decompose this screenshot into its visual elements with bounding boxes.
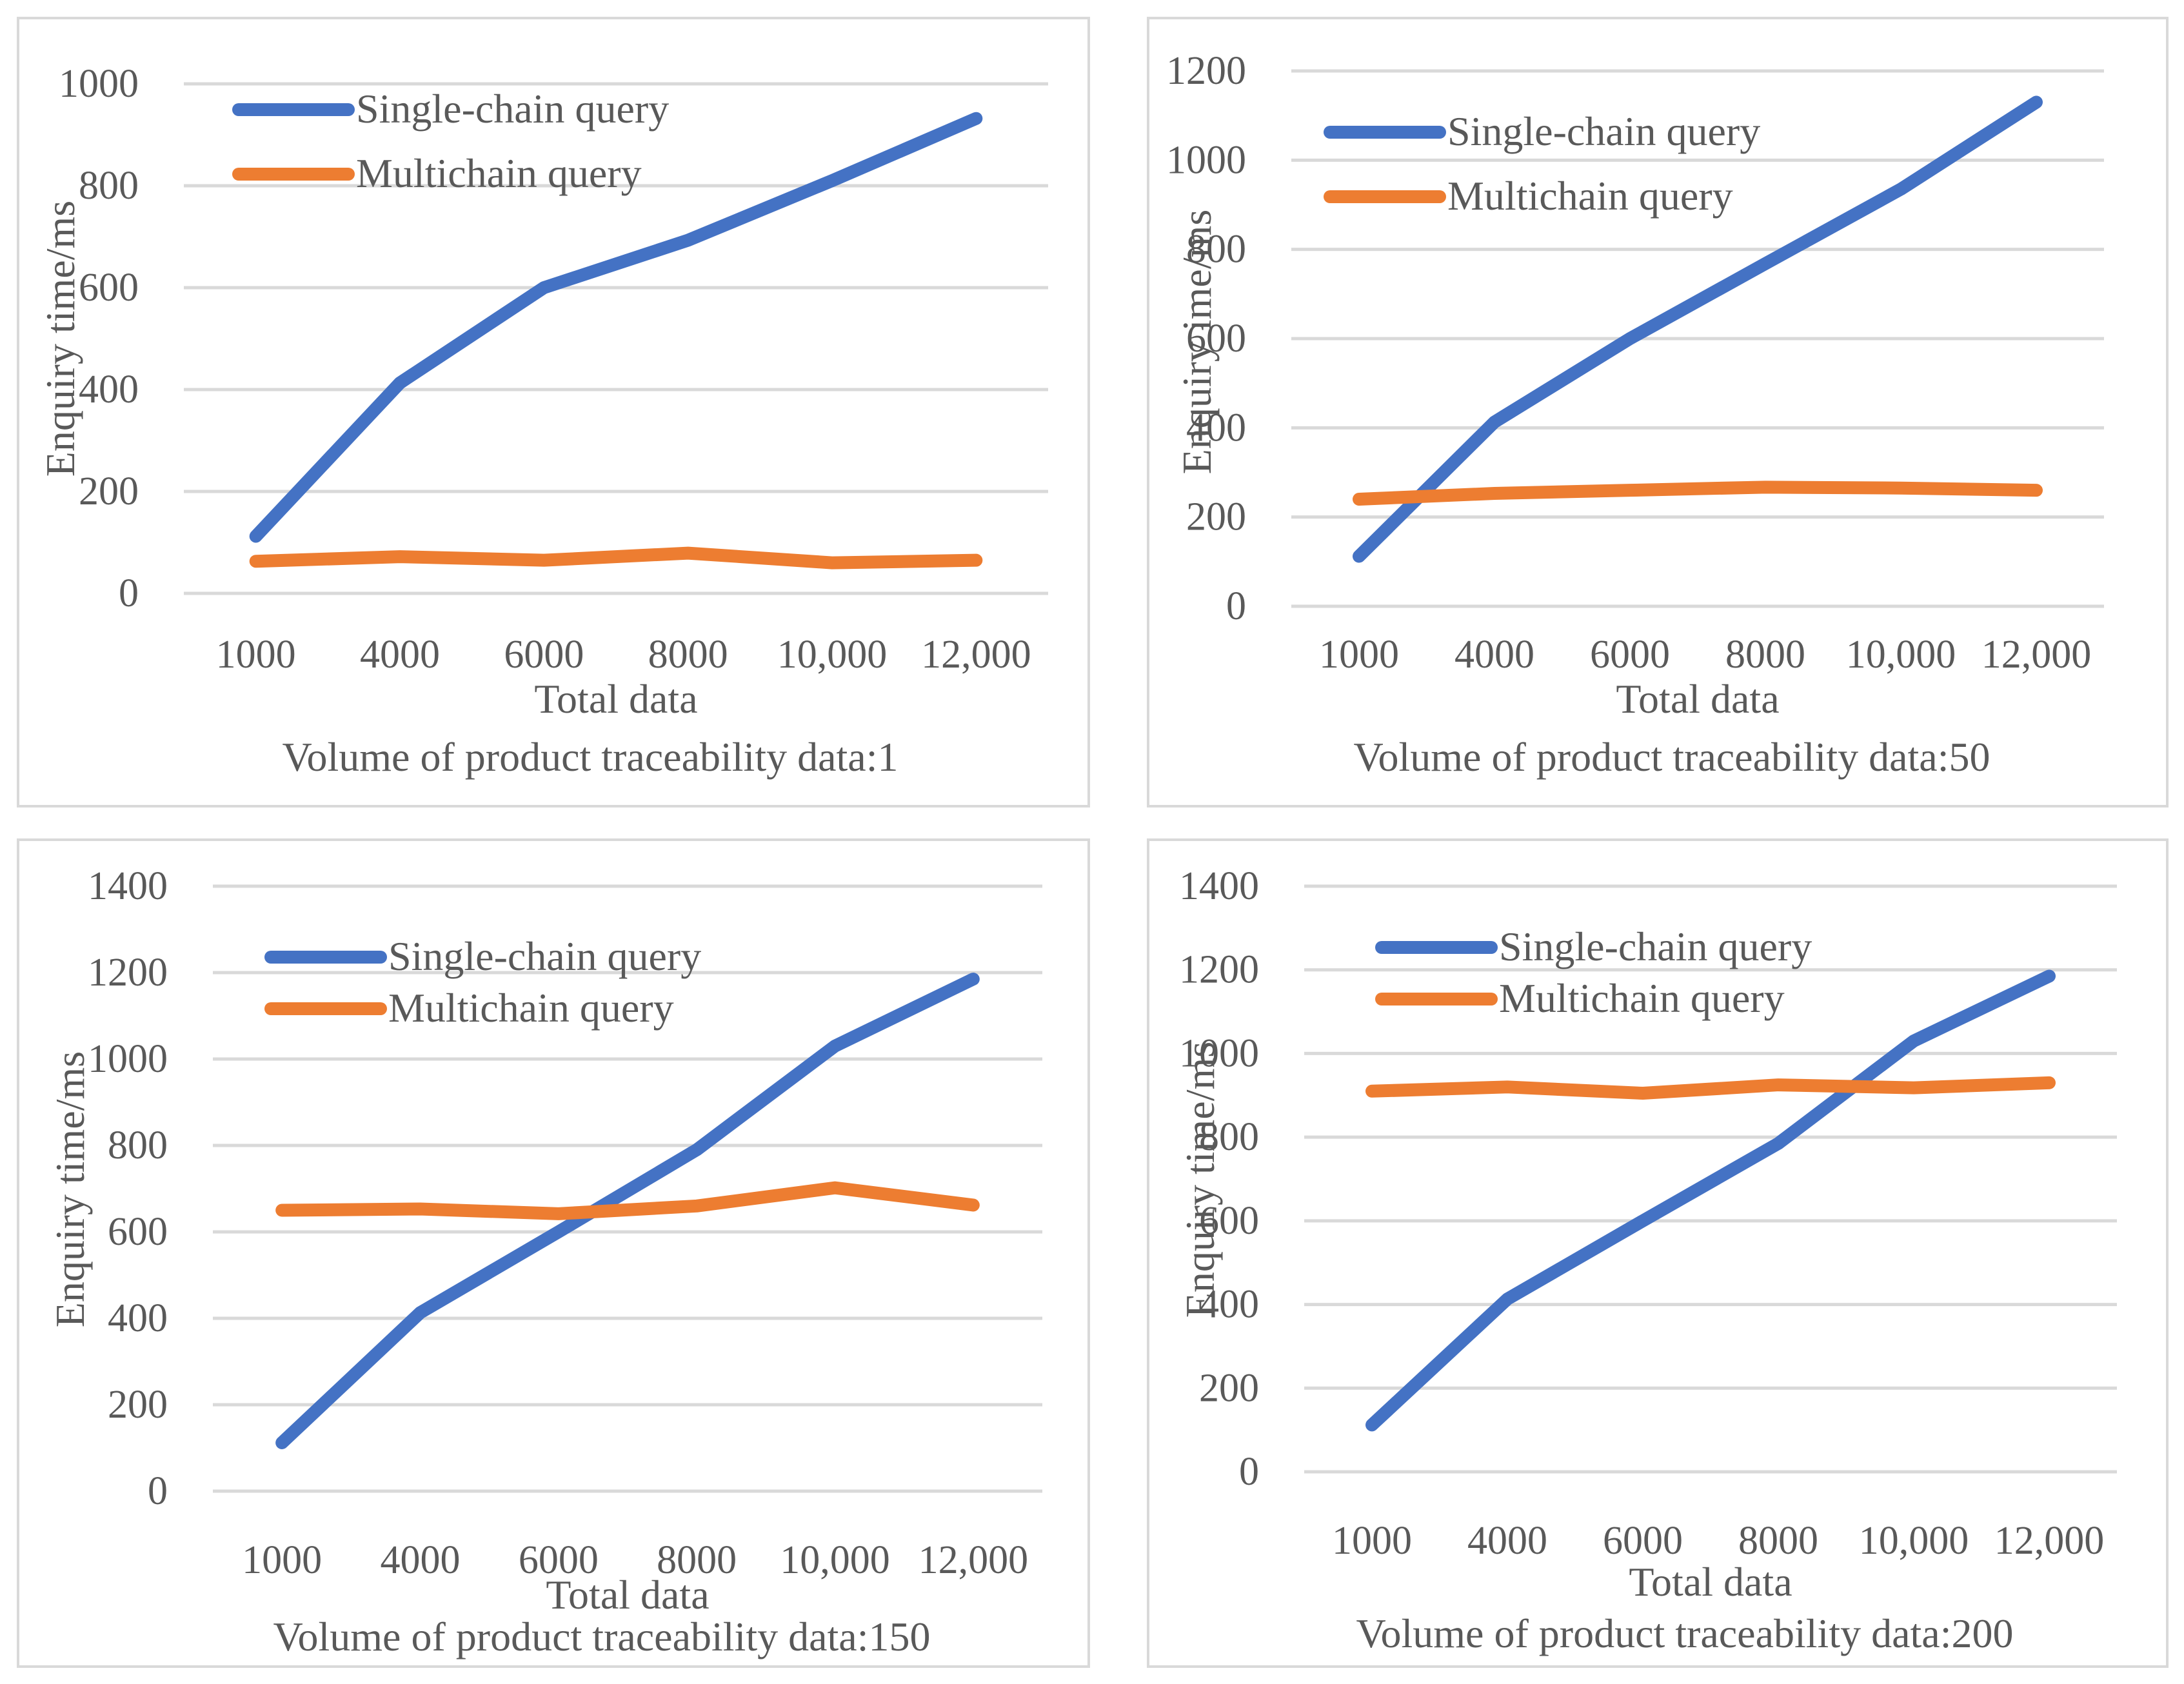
series-line-multichain	[275, 1181, 980, 1220]
x-tick-label: 8000	[1738, 1519, 1818, 1563]
x-tick-label: 12,000	[918, 1538, 1029, 1582]
legend-label: Multichain query	[356, 150, 642, 196]
series-line-single-chain	[249, 112, 983, 543]
x-axis-title: Total data	[1629, 1559, 1792, 1605]
series-line-single-chain	[1365, 969, 2056, 1432]
y-tick-label: 1000	[1179, 1031, 1259, 1075]
x-axis-title: Total data	[1616, 676, 1779, 722]
chart-caption: Volume of product traceability data:200	[1356, 1610, 2014, 1656]
x-tick-label: 1000	[1332, 1519, 1412, 1563]
y-tick-label: 600	[79, 266, 139, 310]
legend-label: Single-chain query	[356, 86, 669, 132]
x-tick-label: 6000	[519, 1538, 599, 1582]
x-tick-label: 8000	[657, 1538, 737, 1582]
chart-1: 0 200 400 600 800 1000 1000 4000 6000 8000 10,000 1…	[37, 62, 1048, 780]
y-tick-label: 800	[108, 1124, 168, 1167]
y-tick-label: 400	[79, 368, 139, 411]
x-tick-label: 1000	[242, 1538, 322, 1582]
y-tick-label: 1200	[88, 951, 168, 995]
chart-panel-4: 0 200 400 600 800 1000 1200 1400 1000 4000 6000 800…	[1147, 838, 2169, 1668]
legend-label: Single-chain query	[388, 933, 701, 979]
series-line-single-chain	[275, 973, 980, 1449]
y-tick-label: 1000	[88, 1037, 168, 1081]
x-tick-label: 10,000	[1846, 633, 1956, 677]
chart-caption: Volume of product traceability data:50	[1354, 734, 1990, 780]
y-tick-label: 400	[108, 1296, 168, 1340]
x-axis-title: Total data	[546, 1572, 709, 1618]
y-axis-title: Enquiry time/ms	[1177, 1042, 1223, 1318]
y-tick-label: 0	[119, 571, 139, 615]
y-tick-label: 400	[1199, 1283, 1259, 1327]
x-tick-label: 10,000	[777, 633, 888, 677]
y-tick-label: 800	[1199, 1115, 1259, 1159]
y-tick-label: 600	[108, 1210, 168, 1254]
y-tick-label: 1200	[1179, 948, 1259, 992]
y-tick-label: 1400	[88, 864, 168, 908]
y-tick-label: 1400	[1179, 864, 1259, 908]
y-tick-label: 800	[1186, 228, 1246, 272]
x-tick-label: 12,000	[1981, 633, 2092, 677]
y-tick-label: 1200	[1166, 49, 1246, 93]
chart-caption: Volume of product traceability data:150	[273, 1614, 931, 1659]
series-line-multichain	[1353, 480, 2043, 506]
legend-label: Multichain query	[388, 985, 674, 1031]
x-axis-title: Total data	[534, 676, 697, 722]
y-tick-label: 200	[1199, 1366, 1259, 1410]
chart-3: 0 200 400 600 800 1000 1200 1400 1000 4000 6000 800…	[47, 864, 1042, 1659]
legend-label: Single-chain query	[1499, 924, 1812, 969]
x-tick-label: 8000	[648, 633, 728, 677]
x-tick-label: 10,000	[1859, 1519, 1969, 1563]
y-tick-label: 200	[79, 470, 139, 513]
y-tick-label: 1000	[59, 62, 139, 106]
y-axis-title: Enquiry time/ms	[37, 201, 83, 477]
legend-label: Multichain query	[1499, 975, 1785, 1021]
chart-panel-1: 0 200 400 600 800 1000 1000 4000 6000 8000 10,000 1…	[17, 17, 1090, 807]
legend-label: Single-chain query	[1447, 108, 1760, 154]
chart-panel-3: 0 200 400 600 800 1000 1200 1400 1000 4000 6000 800…	[17, 838, 1090, 1668]
series-line-multichain	[1365, 1076, 2056, 1100]
x-tick-label: 4000	[381, 1538, 461, 1582]
x-tick-label: 8000	[1725, 633, 1805, 677]
chart-panel-2: 0 200 400 600 800 1000 1200 1000 4000 6000 8000 10,…	[1147, 17, 2169, 807]
y-tick-label: 0	[1226, 584, 1246, 628]
x-tick-label: 1000	[216, 633, 296, 677]
y-tick-label: 800	[79, 164, 139, 208]
y-axis-title: Enquiry time/ms	[47, 1051, 93, 1327]
x-tick-label: 4000	[1454, 633, 1534, 677]
chart-2: 0 200 400 600 800 1000 1200 1000 4000 6000 8000 10,…	[1166, 49, 2104, 780]
y-tick-label: 200	[1186, 495, 1246, 539]
x-tick-label: 12,000	[1994, 1519, 2105, 1563]
y-axis-title: Enquiry ime/ms	[1174, 210, 1220, 475]
x-tick-label: 12,000	[921, 633, 1031, 677]
series-line-multichain	[249, 546, 983, 570]
y-tick-label: 0	[148, 1469, 168, 1513]
x-tick-label: 10,000	[780, 1538, 890, 1582]
x-tick-label: 6000	[504, 633, 584, 677]
chart-caption: Volume of product traceability data:1	[283, 734, 898, 780]
x-tick-label: 1000	[1319, 633, 1399, 677]
legend-label: Multichain query	[1447, 173, 1733, 219]
y-tick-label: 0	[1239, 1450, 1259, 1494]
x-tick-label: 6000	[1603, 1519, 1683, 1563]
y-tick-label: 600	[1186, 317, 1246, 361]
x-tick-label: 6000	[1590, 633, 1670, 677]
x-tick-label: 4000	[360, 633, 440, 677]
y-tick-label: 600	[1199, 1199, 1259, 1243]
y-tick-label: 200	[108, 1383, 168, 1427]
chart-4: 0 200 400 600 800 1000 1200 1400 1000 4000 6000 800…	[1177, 864, 2117, 1656]
y-tick-label: 1000	[1166, 138, 1246, 182]
y-tick-label: 400	[1186, 406, 1246, 450]
x-tick-label: 4000	[1467, 1519, 1547, 1563]
series-line-single-chain	[1353, 95, 2043, 563]
